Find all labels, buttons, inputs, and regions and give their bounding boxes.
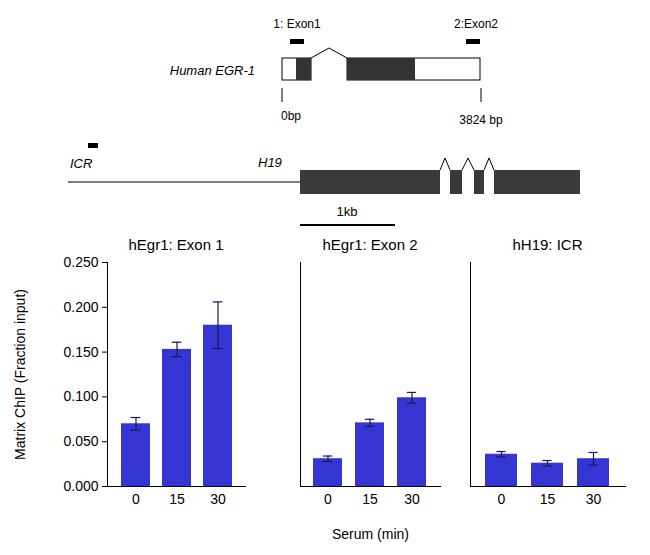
svg-text:30: 30 — [404, 491, 420, 507]
svg-text:15: 15 — [540, 491, 556, 507]
svg-text:2:Exon2: 2:Exon2 — [454, 17, 498, 31]
svg-text:0: 0 — [324, 491, 332, 507]
svg-text:30: 30 — [210, 491, 226, 507]
svg-text:0: 0 — [132, 491, 140, 507]
svg-text:0.050: 0.050 — [63, 433, 98, 449]
svg-text:3824 bp: 3824 bp — [459, 113, 503, 127]
svg-text:15: 15 — [169, 491, 185, 507]
svg-text:Human EGR-1: Human EGR-1 — [170, 63, 255, 78]
html-text:hEgr1: Exon 2: hEgr1: Exon 2 — [322, 236, 418, 253]
svg-text:30: 30 — [586, 491, 602, 507]
svg-text:Matrix ChIP (Fraction input): Matrix ChIP (Fraction input) — [12, 289, 28, 460]
html-text:hEgr1: Exon 1: hEgr1: Exon 1 — [128, 236, 224, 253]
svg-text:Serum (min): Serum (min) — [332, 526, 409, 542]
svg-text:0.200: 0.200 — [63, 299, 98, 315]
svg-text:ICR: ICR — [70, 156, 92, 171]
svg-text:0.100: 0.100 — [63, 388, 98, 404]
html-text:hH19: ICR: hH19: ICR — [512, 236, 583, 253]
svg-text:0: 0 — [498, 491, 506, 507]
svg-text:1: Exon1: 1: Exon1 — [273, 17, 321, 31]
svg-text:0bp: 0bp — [281, 109, 301, 123]
svg-text:0.150: 0.150 — [63, 344, 98, 360]
svg-text:15: 15 — [362, 491, 378, 507]
svg-text:0.000: 0.000 — [63, 478, 98, 494]
svg-text:1kb: 1kb — [337, 204, 358, 219]
svg-text:H19: H19 — [258, 155, 282, 170]
svg-text:0.250: 0.250 — [63, 255, 98, 270]
